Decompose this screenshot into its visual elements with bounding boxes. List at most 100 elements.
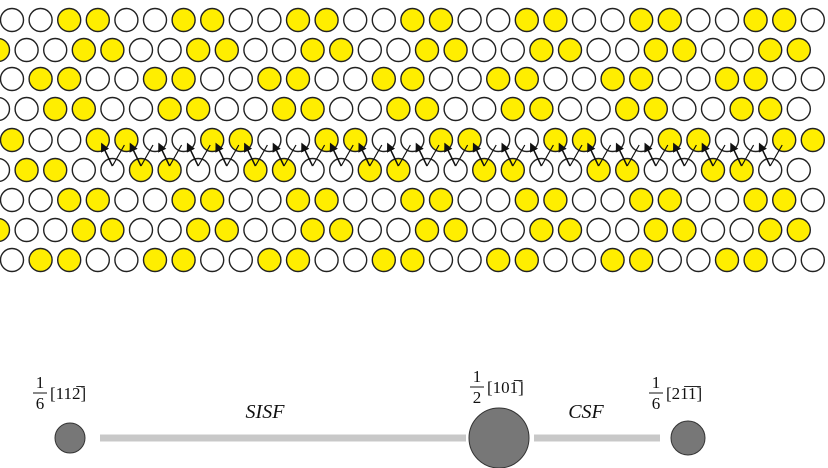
atom bbox=[716, 129, 739, 152]
atom bbox=[301, 159, 324, 182]
atom bbox=[544, 68, 567, 91]
atom bbox=[401, 9, 424, 32]
atom bbox=[430, 189, 453, 212]
atom bbox=[444, 98, 467, 121]
atom bbox=[801, 68, 824, 91]
atom bbox=[501, 159, 524, 182]
atom bbox=[587, 219, 610, 242]
atom bbox=[330, 39, 353, 62]
atom bbox=[344, 129, 367, 152]
atom bbox=[730, 219, 753, 242]
atom bbox=[158, 39, 181, 62]
atom bbox=[1, 129, 24, 152]
atom bbox=[487, 249, 510, 272]
atom bbox=[787, 39, 810, 62]
atom bbox=[130, 219, 153, 242]
atom bbox=[301, 219, 324, 242]
atom bbox=[759, 219, 782, 242]
atom bbox=[687, 129, 710, 152]
atom bbox=[601, 249, 624, 272]
atom bbox=[515, 9, 538, 32]
atom bbox=[1, 189, 24, 212]
atom bbox=[0, 219, 10, 242]
atom bbox=[1, 249, 24, 272]
atom bbox=[258, 129, 281, 152]
atom bbox=[630, 68, 653, 91]
atom bbox=[115, 249, 138, 272]
atom bbox=[86, 9, 109, 32]
atom bbox=[58, 9, 81, 32]
atom bbox=[458, 249, 481, 272]
atom bbox=[44, 39, 67, 62]
atom bbox=[644, 219, 667, 242]
atom bbox=[773, 189, 796, 212]
atom bbox=[101, 159, 124, 182]
atom bbox=[273, 98, 296, 121]
atom bbox=[401, 129, 424, 152]
atom bbox=[187, 219, 210, 242]
atom bbox=[658, 68, 681, 91]
atom bbox=[144, 249, 167, 272]
atom bbox=[573, 249, 596, 272]
atom bbox=[644, 39, 667, 62]
atom bbox=[730, 159, 753, 182]
atom bbox=[473, 98, 496, 121]
atom bbox=[372, 249, 395, 272]
numerator: 1 bbox=[652, 373, 661, 392]
atom bbox=[587, 98, 610, 121]
atom bbox=[573, 129, 596, 152]
atom bbox=[258, 189, 281, 212]
burgers-vector: 1 6 [21̅1̅] bbox=[649, 373, 702, 413]
atom bbox=[358, 98, 381, 121]
atom bbox=[58, 249, 81, 272]
atom bbox=[716, 189, 739, 212]
atom bbox=[587, 39, 610, 62]
atom bbox=[759, 98, 782, 121]
atom bbox=[744, 9, 767, 32]
atom bbox=[301, 98, 324, 121]
atom bbox=[616, 159, 639, 182]
numerator: 1 bbox=[473, 367, 482, 386]
atom bbox=[229, 189, 252, 212]
atom bbox=[630, 129, 653, 152]
atom bbox=[287, 9, 310, 32]
atom bbox=[358, 159, 381, 182]
atom bbox=[344, 249, 367, 272]
atom bbox=[215, 159, 238, 182]
atom bbox=[630, 249, 653, 272]
atom bbox=[401, 68, 424, 91]
atom bbox=[530, 39, 553, 62]
atom bbox=[616, 98, 639, 121]
atom bbox=[487, 68, 510, 91]
atom bbox=[229, 129, 252, 152]
atom bbox=[44, 219, 67, 242]
atom bbox=[101, 219, 124, 242]
atom bbox=[716, 9, 739, 32]
atom bbox=[473, 159, 496, 182]
atom bbox=[201, 189, 224, 212]
atom bbox=[358, 219, 381, 242]
atom bbox=[759, 39, 782, 62]
burgers-vector: 1 6 [112̅] bbox=[33, 373, 86, 413]
atom bbox=[144, 189, 167, 212]
atom bbox=[687, 9, 710, 32]
atom bbox=[15, 159, 38, 182]
atom bbox=[358, 39, 381, 62]
atom bbox=[273, 39, 296, 62]
partial-dislocation bbox=[55, 423, 85, 453]
atom bbox=[630, 189, 653, 212]
atom bbox=[501, 219, 524, 242]
atom bbox=[458, 9, 481, 32]
atom bbox=[487, 189, 510, 212]
atom bbox=[573, 68, 596, 91]
atom bbox=[673, 39, 696, 62]
atom bbox=[401, 249, 424, 272]
numerator: 1 bbox=[36, 373, 45, 392]
atom bbox=[287, 68, 310, 91]
atom bbox=[544, 189, 567, 212]
atom bbox=[58, 129, 81, 152]
atom bbox=[101, 39, 124, 62]
atom bbox=[244, 98, 267, 121]
atom bbox=[658, 129, 681, 152]
atom bbox=[287, 189, 310, 212]
